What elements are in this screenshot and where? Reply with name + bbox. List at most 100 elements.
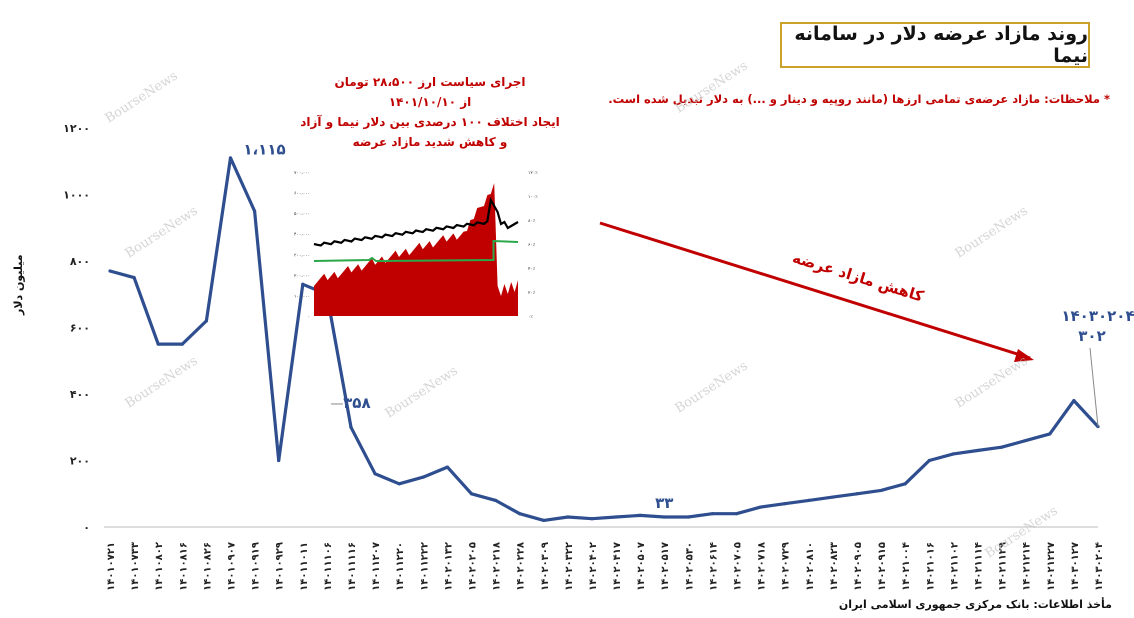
data-point bbox=[156, 342, 160, 346]
x-tick-label: ۱۴۰۲۰۴۱۷ bbox=[612, 542, 623, 591]
data-point bbox=[783, 502, 787, 506]
trend-arrow-head bbox=[1014, 349, 1034, 362]
data-point bbox=[301, 282, 305, 286]
data-point bbox=[686, 515, 690, 519]
inset-left-tick: ۰ bbox=[308, 315, 310, 320]
inset-chart: ۰ ۱۰۰،۰۰۰ ۲۰۰،۰۰۰ ۳۰۰،۰۰۰ ۴۰۰،۰۰۰ ۵۰۰،۰۰۰ ۶۰۰،… bbox=[294, 171, 538, 320]
x-tick-label: ۱۴۰۲۰۶۱۴ bbox=[708, 542, 719, 591]
data-label: ۳۵۸ bbox=[343, 394, 370, 412]
chart-title-box: روند مازاد عرضه دلار در سامانه نیما bbox=[780, 22, 1090, 68]
x-tick-label: ۱۴۰۲۰۵۳۰ bbox=[684, 542, 695, 591]
x-tick-label: ۱۴۰۱۱۱۱۶ bbox=[347, 542, 358, 591]
x-tick-label: ۱۴۰۲۱۲۲۷ bbox=[1046, 542, 1057, 591]
x-tick-label: ۱۴۰۱۰۷۳۳ bbox=[130, 542, 141, 591]
inset-area bbox=[314, 183, 518, 316]
data-point bbox=[903, 482, 907, 486]
series-path bbox=[109, 156, 1100, 522]
data-point bbox=[469, 492, 474, 496]
data-point bbox=[831, 495, 835, 499]
x-tick-label: ۱۴۰۲۰۵۱۷ bbox=[660, 542, 671, 591]
x-tick-label: ۱۴۰۱۰۷۲۱ bbox=[106, 542, 117, 591]
chart-title: روند مازاد عرضه دلار در سامانه نیما bbox=[794, 23, 1088, 67]
inset-black-line bbox=[313, 196, 519, 247]
annotation-leader bbox=[1089, 347, 1099, 427]
data-point bbox=[1048, 432, 1052, 436]
policy-note-line: اجرای سیاست ارز ۲۸،۵۰۰ تومان bbox=[334, 75, 526, 89]
data-point bbox=[759, 505, 763, 509]
data-point bbox=[638, 513, 642, 517]
data-point bbox=[951, 452, 956, 456]
series-line bbox=[108, 156, 1100, 522]
data-point bbox=[855, 492, 859, 496]
data-point bbox=[277, 458, 281, 463]
annotations: ۱،۱۱۵ ۳۵۸ ۳۳ ۱۴۰۳۰۲۰۴ ۳۰۲ bbox=[243, 140, 1134, 512]
data-point bbox=[397, 482, 401, 486]
x-tick-label: ۱۴۰۱۱۲۰۷ bbox=[371, 542, 382, 591]
data-point bbox=[204, 319, 208, 323]
data-label: ۱،۱۱۵ bbox=[243, 140, 285, 158]
y-tick-label: ۲۰۰ bbox=[70, 455, 90, 468]
data-point bbox=[1024, 438, 1028, 443]
inset-right-tick: ۰٪ bbox=[528, 315, 533, 320]
data-point bbox=[180, 342, 184, 346]
data-point bbox=[1000, 445, 1004, 449]
inset-right-tick: ۸۰٪ bbox=[528, 219, 536, 224]
y-tick-label: ۱۰۰۰ bbox=[63, 189, 90, 202]
x-tick-label: ۱۴۰۱۰۸۱۶ bbox=[178, 542, 189, 591]
source-note: مأخذ اطلاعات: بانک مرکزی جمهوری اسلامی ا… bbox=[838, 598, 1112, 611]
data-point bbox=[518, 512, 522, 516]
x-tick-label: ۱۴۰۲۱۲۱۴ bbox=[1022, 542, 1033, 591]
x-axis: ۱۴۰۱۰۷۲۱ ۱۴۰۱۰۷۳۳ ۱۴۰۱۰۸۰۲ ۱۴۰۱۰۸۱۶ ۱۴۰۱۰۸۲۶… bbox=[106, 542, 1105, 591]
data-point bbox=[108, 269, 112, 273]
inset-right-tick: ۲۰٪ bbox=[528, 291, 536, 296]
data-point bbox=[975, 448, 980, 453]
x-tick-label: ۱۴۰۱۰۹۱۹ bbox=[251, 542, 262, 591]
data-point bbox=[662, 515, 666, 519]
data-point bbox=[132, 276, 136, 280]
y-tick-label: ۴۰۰ bbox=[70, 388, 90, 401]
data-point bbox=[228, 156, 233, 160]
y-axis: ۰ ۲۰۰ ۴۰۰ ۶۰۰ ۸۰۰ ۱۰۰۰ ۱۲۰۰ bbox=[63, 122, 1098, 534]
inset-right-tick: ۱۰۰٪ bbox=[528, 195, 538, 200]
inset-right-tick: ۱۲۰٪ bbox=[528, 171, 538, 176]
data-label: ۳۳ bbox=[655, 494, 673, 512]
y-axis-label: میلیون دلار bbox=[12, 254, 25, 315]
inset-right-tick: ۶۰٪ bbox=[528, 243, 536, 248]
data-point bbox=[927, 458, 931, 463]
x-tick-label: ۱۴۰۲۰۹۱۵ bbox=[877, 542, 888, 591]
data-point bbox=[590, 517, 594, 521]
x-tick-label: ۱۴۰۲۱۰۱۶ bbox=[925, 542, 936, 591]
x-tick-label: ۱۴۰۲۰۳۰۹ bbox=[540, 542, 551, 591]
data-point bbox=[734, 512, 739, 516]
data-point bbox=[710, 512, 715, 516]
y-tick-label: ۸۰۰ bbox=[70, 255, 90, 268]
chart-note: * ملاحظات: مازاد عرضه‌ی تمامی ارزها (مان… bbox=[608, 92, 1110, 106]
x-tick-label: ۱۴۰۲۰۷۰۵ bbox=[733, 542, 744, 591]
policy-note-line: از ۱۴۰۱/۱۰/۱۰ bbox=[388, 95, 472, 109]
data-point bbox=[807, 498, 811, 502]
data-point bbox=[614, 515, 618, 519]
data-point bbox=[542, 518, 546, 522]
data-label: ۱۴۰۳۰۲۰۴ bbox=[1061, 307, 1134, 325]
x-tick-label: ۱۴۰۱۰۸۲۶ bbox=[202, 542, 213, 591]
x-tick-label: ۱۴۰۲۱۱۰۲ bbox=[949, 542, 960, 591]
x-tick-label: ۱۴۰۲۰۷۲۹ bbox=[781, 542, 792, 591]
x-tick-label: ۱۴۰۱۰۹۲۹ bbox=[275, 542, 286, 591]
data-point bbox=[252, 209, 257, 213]
trend-arrow bbox=[599, 221, 1031, 360]
data-label: ۳۰۲ bbox=[1078, 327, 1105, 345]
data-point bbox=[445, 465, 449, 469]
inset-left-tick: ۳۰۰،۰۰۰ bbox=[294, 252, 310, 258]
inset-right-tick: ۴۰٪ bbox=[528, 267, 536, 272]
x-tick-label: ۱۴۰۳۰۱۲۷ bbox=[1070, 542, 1081, 591]
inset-left-tick: ۱۰۰،۰۰۰ bbox=[294, 294, 310, 299]
x-tick-label: ۱۴۰۱۰۹۰۷ bbox=[226, 542, 237, 591]
inset-left-tick: ۲۰۰،۰۰۰ bbox=[294, 274, 310, 279]
x-tick-label: ۱۴۰۱۱۲۲۰ bbox=[395, 542, 406, 591]
policy-note-line: ایجاد اختلاف ۱۰۰ درصدی بین دلار نیما و آ… bbox=[300, 115, 560, 129]
x-tick-label: ۱۴۰۲۰۳۲۲ bbox=[564, 542, 575, 591]
data-point bbox=[566, 515, 570, 519]
inset-left-tick: ۷۰۰،۰۰۰ bbox=[294, 171, 310, 176]
inset-left-tick: ۴۰۰،۰۰۰ bbox=[294, 233, 310, 238]
